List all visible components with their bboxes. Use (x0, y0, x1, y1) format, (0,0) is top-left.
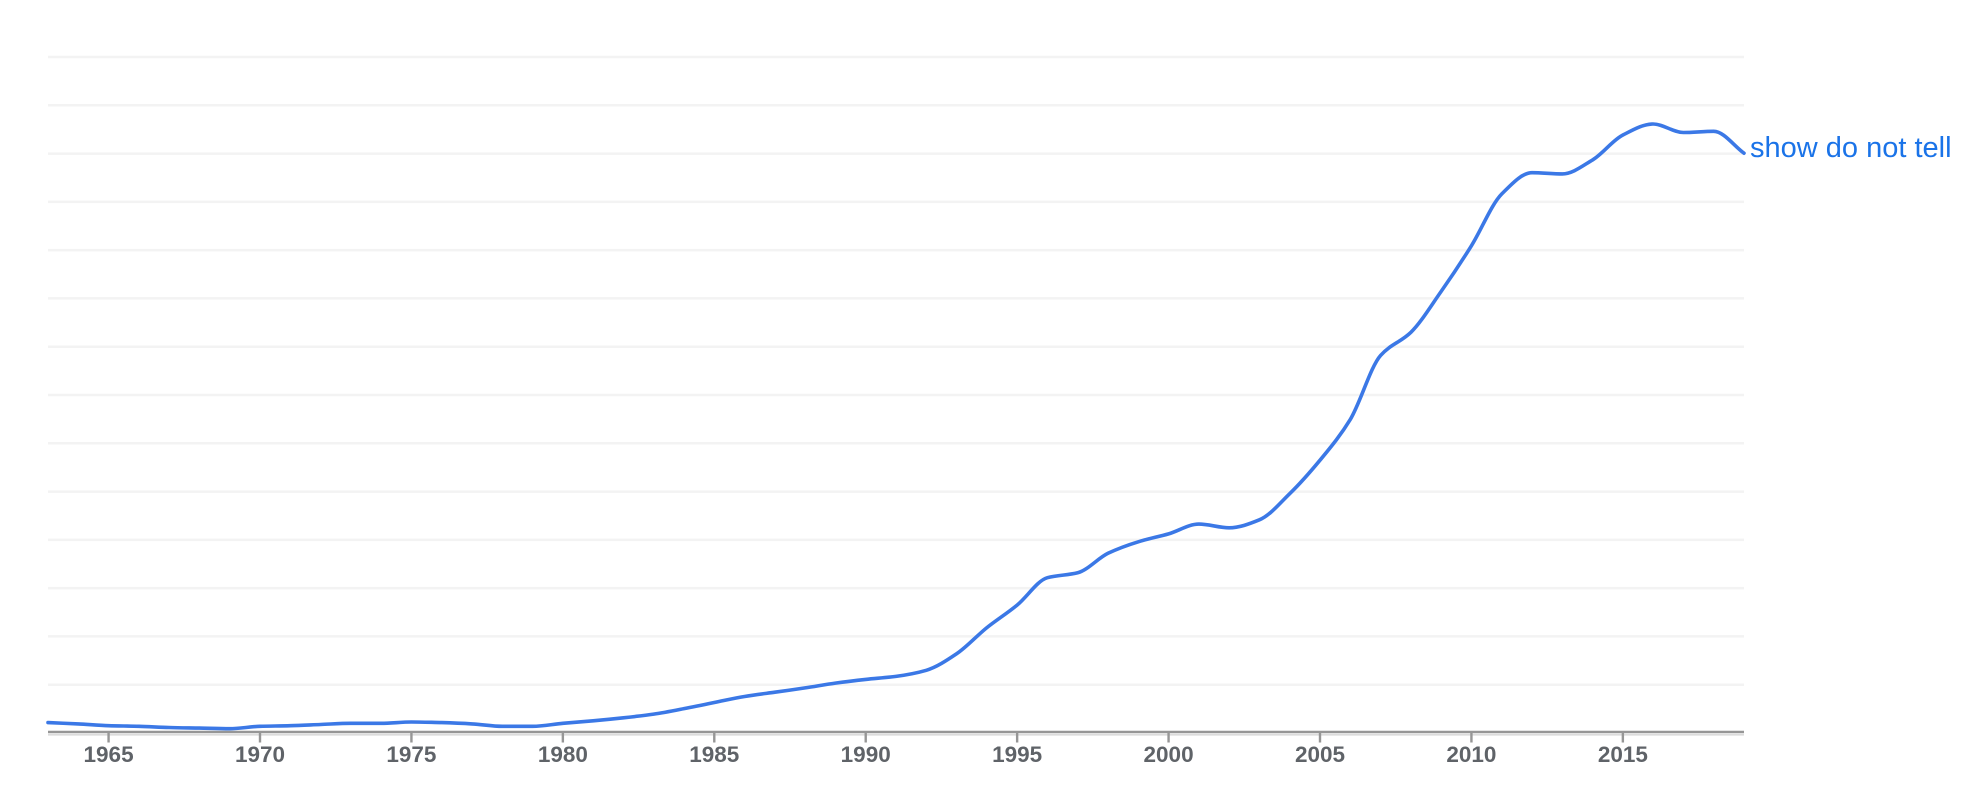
gridlines (48, 55, 1744, 686)
series-end-label[interactable]: show do not tell (1750, 132, 1952, 164)
x-ticks: 1965 1970 1975 1980 1985 1990 1995 2000 2005 2010… (84, 733, 1648, 767)
x-tick-label: 1970 (235, 742, 285, 767)
x-tick-label: 1965 (84, 742, 134, 767)
x-tick-label: 1990 (841, 742, 891, 767)
x-tick-label: 1980 (538, 742, 588, 767)
x-tick-label: 2015 (1598, 742, 1648, 767)
x-tick-label: 2010 (1446, 742, 1496, 767)
x-tick-label: 1995 (992, 742, 1042, 767)
series-line-show-do-not-tell[interactable] (46, 122, 1746, 731)
x-tick-label: 1975 (386, 742, 436, 767)
x-tick-label: 2005 (1295, 742, 1345, 767)
x-tick-label: 1985 (689, 742, 739, 767)
x-tick-label: 2000 (1144, 742, 1194, 767)
